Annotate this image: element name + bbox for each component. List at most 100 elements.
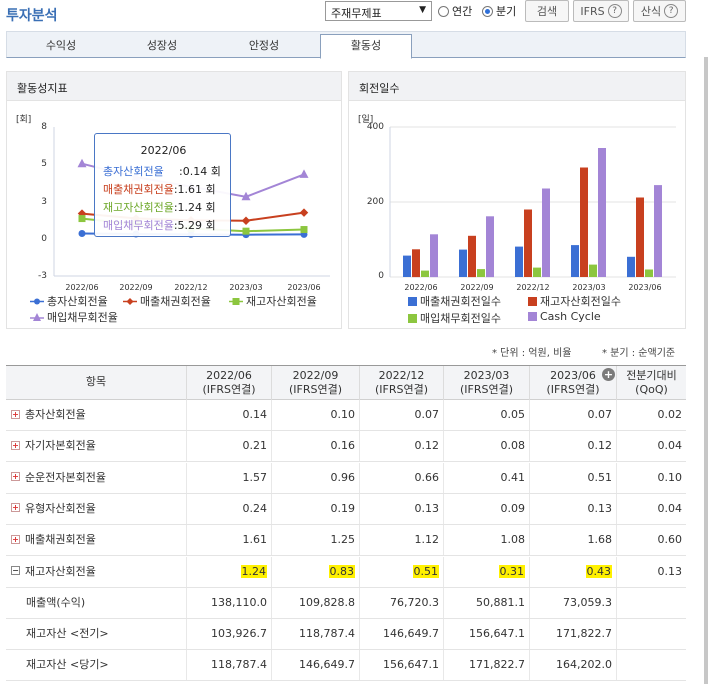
table-row[interactable]: − 재고자산회전율 1.24 0.83 0.51 0.31 0.43 0.13 [6,556,686,588]
row-label: 재고자산회전율 [25,564,96,578]
table-row[interactable]: + 매출채권회전율 1.61 1.25 1.12 1.08 1.68 0.60 [6,525,686,557]
add-column-icon[interactable]: + [602,368,615,381]
column-header-period: 2022/09 [292,369,339,382]
data-point [299,208,309,217]
tab-activity[interactable]: 활동성 [320,34,412,59]
cell-value: 1.08 [500,533,526,547]
panel-title: 활동성지표 [7,72,341,101]
legend-item[interactable]: 매입채무회전율 [30,309,118,325]
legend-item[interactable]: 매출채권회전일수 [408,293,501,309]
table-cell: 171,822.7 [443,650,529,681]
tab-stability[interactable]: 안정성 [248,39,280,52]
help-icon: ? [664,4,679,18]
cell-value: 0.04 [657,501,683,515]
bar [571,245,579,277]
column-header-basis: (IFRS연결) [374,383,429,396]
y-tick-label: -3 [38,271,47,281]
column-header-period: 2023/03 [463,369,510,382]
legend-item[interactable]: 총자산회전율 [30,293,108,309]
expand-icon[interactable]: + [11,534,20,544]
legend-item[interactable]: 재고자산회전일수 [528,293,621,309]
radio-annual-circle[interactable] [438,5,449,17]
table-cell: 0.24 [186,493,271,524]
scrollbar-track[interactable] [704,57,708,684]
column-header-basis: (IFRS연결) [202,383,256,396]
x-tick-label: 2022/12 [516,283,550,292]
tooltip-row: 재고자산회전율:1.24 회 [103,199,216,215]
cell-value: 0.14 [242,408,268,421]
legend-item[interactable]: 매출채권회전율 [123,293,211,309]
expand-icon[interactable]: + [11,440,20,450]
cell-value: 103,926.7 [211,627,267,641]
cell-value: 1.25 [330,533,356,547]
table-cell [616,650,686,681]
cell-value: 0.12 [414,439,440,453]
legend-diamond-icon [123,297,137,305]
bar [636,197,644,277]
expand-icon[interactable]: + [11,472,20,482]
table-row: 재고자산 <전기> 103,926.7 118,787.4 146,649.7 156,… [6,619,686,651]
table-cell: 164,202.0 [529,650,616,681]
table-cell: 1.12 [359,525,443,556]
table-cell: 1.61 [186,525,271,556]
table-cell: 0.12 [359,431,443,462]
formula-help-button[interactable]: 산식 ? [633,0,686,22]
table-cell: 0.96 [271,462,359,493]
unit-note: * 단위 : 억원, 비율 [492,348,572,359]
cell-value: 0.13 [587,501,613,515]
radio-quarter-label: 분기 [496,5,517,18]
table-cell: 171,822.7 [529,619,616,650]
row-label: 자기자본회전율 [25,439,96,453]
table-cell: 1.08 [443,525,529,556]
row-label: 유형자산회전율 [25,501,96,515]
statement-type-select[interactable]: 주재무제표 ▼ [325,1,432,21]
x-tick-label: 2023/03 [229,283,263,292]
table-row[interactable]: + 순운전자본회전율 1.57 0.96 0.66 0.41 0.51 0.10 [6,462,686,494]
tooltip-title: 2022/06 [140,144,187,157]
row-label: 총자산회전율 [25,408,86,421]
cell-value: 118,787.4 [211,658,267,672]
table-row[interactable]: + 자기자본회전율 0.21 0.16 0.12 0.08 0.12 0.04 [6,431,686,463]
tab-bar: 수익성 성장성 안정성 활동성 [6,31,686,59]
collapse-icon[interactable]: − [11,566,20,575]
ifrs-help-button[interactable]: IFRS ? [573,0,629,22]
legend-square-icon [408,296,417,306]
row-label: 재고자산 <전기> [26,627,109,641]
ifrs-label: IFRS [580,4,605,18]
row-label-cell: − 재고자산회전율 [6,557,186,587]
y-tick-label: 0 [41,234,47,244]
tab-growth[interactable]: 성장성 [146,39,178,52]
tooltip-row-value: :1.24 회 [173,201,216,214]
column-header: 2022/06 (IFRS연결) [186,366,271,400]
tooltip-row: 매입채무회전율:5.29 회 [103,217,216,233]
cell-value: 0.10 [330,408,356,421]
data-point [77,158,87,168]
search-button[interactable]: 검색 [525,0,569,22]
legend-item[interactable]: 재고자산회전율 [229,293,317,309]
radio-annual[interactable]: 연간 [438,3,472,19]
expand-icon[interactable]: + [11,503,20,513]
cell-value: 0.41 [500,470,526,484]
radio-quarter-circle[interactable] [482,5,493,17]
cell-value: 171,822.7 [556,627,612,641]
bar [645,269,653,277]
cell-value: 1.68 [587,533,613,547]
cell-value: 50,881.1 [476,595,525,609]
expand-icon[interactable]: + [11,409,20,419]
table-cell: 0.51 [359,556,443,587]
table-row[interactable]: + 총자산회전율 0.14 0.10 0.07 0.05 0.07 0.02 [6,400,686,431]
x-tick-label: 2023/06 [628,283,662,292]
row-label-cell: 재고자산 <전기> [6,619,186,649]
column-header-basis: (IFRS연결) [459,383,514,396]
formula-label: 산식 [640,5,662,18]
tab-profitability[interactable]: 수익성 [45,39,77,52]
legend-item[interactable]: Cash Cycle [528,310,601,323]
table-row[interactable]: + 유형자산회전율 0.24 0.19 0.13 0.09 0.13 0.04 [6,493,686,525]
radio-quarter[interactable]: 분기 [482,3,516,19]
bar [542,188,550,277]
x-tick-label: 2022/09 [460,283,494,292]
table-cell: 1.25 [271,525,359,556]
legend-item[interactable]: 매입채무회전일수 [408,310,501,326]
table-cell: 0.21 [186,431,271,462]
